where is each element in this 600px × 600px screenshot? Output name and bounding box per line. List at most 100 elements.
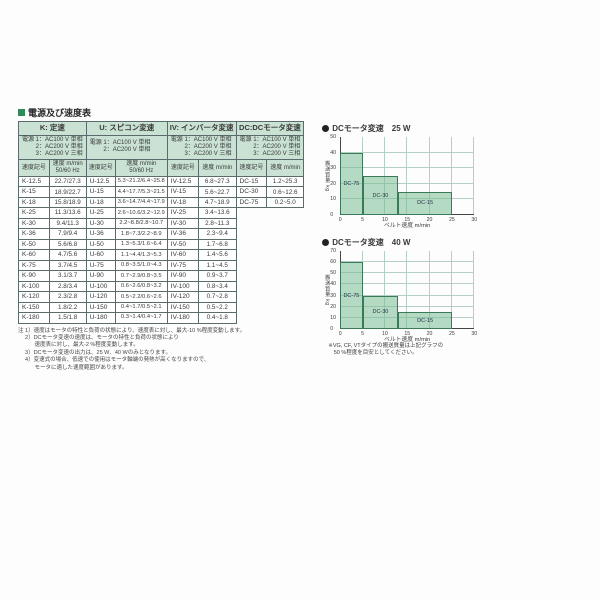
bullet-icon xyxy=(322,125,329,132)
powersrc-IV: 電源 1：AC100 V 単相 2：AC200 V 単相 3：AC200 V 三… xyxy=(167,135,236,160)
cell-iv-val: 1.4~5.6 xyxy=(198,250,236,260)
cell-u-code: U-90 xyxy=(86,271,115,281)
chart-step: DC-15 xyxy=(398,192,452,215)
cell-u-val: 1.8~7.3/2.2~8.9 xyxy=(115,229,167,239)
cell-iv-code: IV-150 xyxy=(167,302,198,312)
chart-25w-plot: 01020304050051015202530DC-75DC-30DC-15搬送… xyxy=(340,137,474,215)
chart-step: DC-15 xyxy=(398,312,452,329)
cell-k-val: 9.4/11.3 xyxy=(49,218,86,228)
cell-k-code: K-100 xyxy=(19,281,50,291)
table-row: K-2511.3/13.6U-252.6~10.6/3.2~12.9IV-253… xyxy=(19,208,304,218)
cell-k-code: K-50 xyxy=(19,239,50,249)
cell-iv-val: 3.4~13.6 xyxy=(198,208,236,218)
cell-u-val: 4.4~17.7/5.3~21.5 xyxy=(115,187,167,197)
col-header-K: K: 定速 xyxy=(19,122,87,136)
ytick: 60 xyxy=(330,259,336,265)
cell-k-val: 22.7/27.3 xyxy=(49,176,86,186)
table-row: K-1518.9/22.7U-154.4~17.7/5.3~21.5IV-155… xyxy=(19,187,304,197)
cell-k-val: 1.8/2.2 xyxy=(49,302,86,312)
cell-iv-code: IV-50 xyxy=(167,239,198,249)
note-line: 注 1）速度はモータの特性と負荷の状態により、速度表に対し、最大-10 %程度変… xyxy=(18,328,304,335)
powersrc-DC: 電源 1：AC100 V 単相 2：AC200 V 単相 3：AC200 V 三… xyxy=(236,135,304,160)
cell-u-code: U-100 xyxy=(86,281,115,291)
cell-k-val: 4.7/5.6 xyxy=(49,250,86,260)
cell-iv-val: 0.9~3.7 xyxy=(198,271,236,281)
speed-table: K: 定速U: スピコン変速IV: インバータ変速DC:DCモータ変速電源 1：… xyxy=(18,121,304,324)
table-row: K-309.4/11.3U-302.2~8.8/2.8~10.7IV-302.8… xyxy=(19,218,304,228)
cell-u-val: 5.3~21.2/6.4~25.8 xyxy=(115,176,167,186)
cell-u-val: 0.3~1.4/0.4~1.7 xyxy=(115,313,167,323)
cell-iv-code: IV-25 xyxy=(167,208,198,218)
cell-k-val: 1.5/1.8 xyxy=(49,313,86,323)
cell-iv-code: IV-12.5 xyxy=(167,176,198,186)
cell-k-code: K-18 xyxy=(19,197,50,207)
cell-u-code: U-120 xyxy=(86,292,115,302)
cell-u-val: 0.7~2.9/0.8~3.5 xyxy=(115,271,167,281)
cell-iv-val: 6.8~27.3 xyxy=(198,176,236,186)
cell-u-val: 0.4~1.7/0.5~2.1 xyxy=(115,302,167,312)
chart-40w-plot: 010203040506070051015202530DC-75DC-30DC-… xyxy=(340,251,474,329)
col-header-DC: DC:DCモータ変速 xyxy=(236,122,304,136)
chart-step: DC-30 xyxy=(363,176,399,215)
cell-u-val: 1.3~5.3/1.6~6.4 xyxy=(115,239,167,249)
table-row: K-12.522.7/27.3U-12.55.3~21.2/6.4~25.8IV… xyxy=(19,176,304,186)
cell-iv-val: 0.5~2.2 xyxy=(198,302,236,312)
cell-u-code: U-60 xyxy=(86,250,115,260)
table-row: K-367.9/9.4U-361.8~7.3/2.2~8.9IV-362.3~9… xyxy=(19,229,304,239)
chart-footnote: ※VG, CF, VTタイプの搬送質量は上記グラフの 50 %程度を目安としてく… xyxy=(328,343,492,357)
cell-u-code: U-50 xyxy=(86,239,115,249)
notes: 注 1）速度はモータの特性と負荷の状態により、速度表に対し、最大-10 %程度変… xyxy=(18,328,304,373)
cell-u-val: 0.5~2.2/0.6~2.6 xyxy=(115,292,167,302)
chart-step: DC-75 xyxy=(340,153,362,215)
cell-u-val: 1.1~4.4/1.3~5.3 xyxy=(115,250,167,260)
cell-u-val: 2.2~8.8/2.8~10.7 xyxy=(115,218,167,228)
cell-dc-val: 0.6~12.6 xyxy=(267,187,304,197)
cell-iv-code: IV-120 xyxy=(167,292,198,302)
cell-k-val: 5.6/6.8 xyxy=(49,239,86,249)
cell-iv-code: IV-30 xyxy=(167,218,198,228)
table-row: K-1815.8/18.9U-183.6~14.7/4.4~17.9IV-184… xyxy=(19,197,304,207)
powersrc-U: 電源 1：AC100 V 単相 2：AC200 V 単相 xyxy=(86,135,167,160)
ytick: 40 xyxy=(330,150,336,156)
cell-k-code: K-25 xyxy=(19,208,50,218)
cell-iv-val: 0.8~3.4 xyxy=(198,281,236,291)
cell-dc-code: DC-75 xyxy=(236,197,267,207)
subhdr-K-code: 速度記号 xyxy=(19,160,50,177)
cell-u-code: U-180 xyxy=(86,313,115,323)
cell-k-val: 2.3/2.8 xyxy=(49,292,86,302)
speed-table-area: K: 定速U: スピコン変速IV: インバータ変速DC:DCモータ変速電源 1：… xyxy=(18,121,304,372)
cell-iv-val: 5.6~22.7 xyxy=(198,187,236,197)
cell-u-code: U-25 xyxy=(86,208,115,218)
table-row: K-1501.8/2.2U-1500.4~1.7/0.5~2.1IV-1500.… xyxy=(19,302,304,312)
y-axis-label: 搬送質量 kg xyxy=(324,160,331,191)
cell-k-code: K-90 xyxy=(19,271,50,281)
cell-iv-val: 0.4~1.8 xyxy=(198,313,236,323)
cell-k-val: 11.3/13.6 xyxy=(49,208,86,218)
powersrc-K: 電源 1：AC100 V 単相 2：AC200 V 単相 3：AC200 V 三… xyxy=(19,135,87,160)
cell-iv-val: 1.7~6.8 xyxy=(198,239,236,249)
cell-k-code: K-15 xyxy=(19,187,50,197)
cell-k-val: 3.1/3.7 xyxy=(49,271,86,281)
cell-k-code: K-36 xyxy=(19,229,50,239)
chart-25w-title: DCモータ変速 25 W xyxy=(332,123,410,134)
chart-40w: DCモータ変速 40 W 010203040506070051015202530… xyxy=(322,237,492,329)
cell-u-code: U-18 xyxy=(86,197,115,207)
note-line: モータに適した速度範囲があります。 xyxy=(18,365,304,372)
cell-u-code: U-12.5 xyxy=(86,176,115,186)
cell-iv-code: IV-60 xyxy=(167,250,198,260)
cell-k-val: 7.9/9.4 xyxy=(49,229,86,239)
x-axis-label: ベルト速度 m/min xyxy=(340,220,474,229)
ytick: 10 xyxy=(330,315,336,321)
table-row: K-1202.3/2.8U-1200.5~2.2/0.6~2.6IV-1200.… xyxy=(19,292,304,302)
cell-u-val: 2.6~10.6/3.2~12.9 xyxy=(115,208,167,218)
cell-u-code: U-36 xyxy=(86,229,115,239)
subhdr-DC-code: 速度記号 xyxy=(236,160,267,177)
cell-dc-val: 1.2~25.3 xyxy=(267,176,304,186)
cell-u-val: 0.6~2.6/0.8~3.2 xyxy=(115,281,167,291)
cell-iv-code: IV-180 xyxy=(167,313,198,323)
subhdr-U-speed: 速度 m/min50/60 Hz xyxy=(115,160,167,177)
cell-dc-code: DC-15 xyxy=(236,176,267,186)
cell-u-val: 0.8~3.5/1.0~4.3 xyxy=(115,260,167,270)
cell-k-code: K-60 xyxy=(19,250,50,260)
cell-u-code: U-15 xyxy=(86,187,115,197)
